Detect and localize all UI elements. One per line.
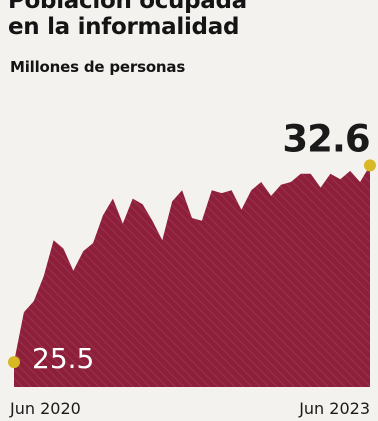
chart-title: Población ocupada en la informalidad xyxy=(8,0,247,40)
chart-title-line-2: en la informalidad xyxy=(8,14,240,40)
chart-subtitle: Millones de personas xyxy=(10,58,186,76)
end-marker xyxy=(364,159,376,172)
chart-title-line-1: Población ocupada xyxy=(8,0,247,14)
x-tick-label-end: Jun 2023 xyxy=(298,399,370,418)
area-texture xyxy=(14,165,370,387)
start-value-label: 25.5 xyxy=(32,342,94,375)
start-marker xyxy=(8,356,20,369)
x-tick-label-start: Jun 2020 xyxy=(9,399,81,418)
end-value-label: 32.6 xyxy=(282,117,369,160)
